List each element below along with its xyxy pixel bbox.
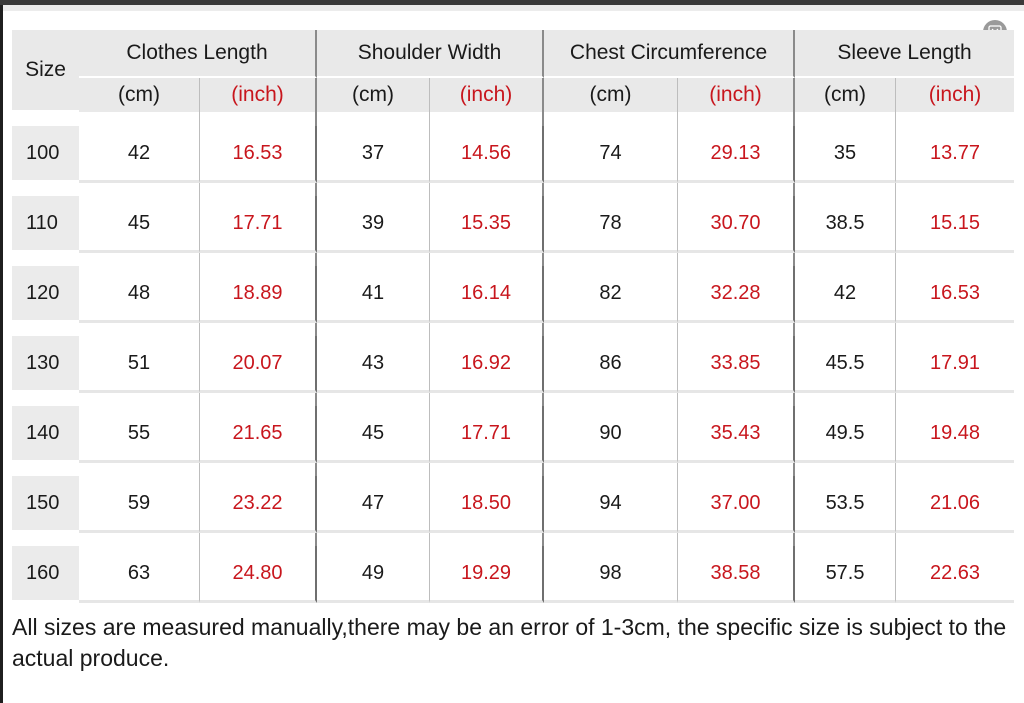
inch-value-cell: 20.07 — [200, 336, 317, 393]
size-cell: 140 — [12, 406, 79, 463]
cm-value-cell: 98 — [544, 546, 679, 603]
cm-value-cell: 42 — [795, 266, 897, 323]
inch-value-cell: 21.06 — [896, 476, 1015, 533]
inch-value-cell: 32.28 — [678, 266, 796, 323]
cm-value-cell: 37 — [317, 126, 430, 183]
cm-value-cell: 41 — [317, 266, 430, 323]
inch-value-cell: 19.29 — [430, 546, 545, 603]
unit-inch-header: (inch) — [200, 78, 317, 112]
row-spacer — [12, 183, 1014, 196]
cm-value-cell: 94 — [544, 476, 679, 533]
row-spacer — [12, 463, 1014, 476]
left-edge — [0, 5, 3, 703]
cm-value-cell: 38.5 — [795, 196, 897, 253]
inch-value-cell: 24.80 — [200, 546, 317, 603]
cm-value-cell: 78 — [544, 196, 679, 253]
inch-value-cell: 17.91 — [896, 336, 1015, 393]
cm-value-cell: 49.5 — [795, 406, 897, 463]
inch-value-cell: 21.65 — [200, 406, 317, 463]
table-row: 100 42 16.53 37 14.56 74 29.13 35 13.77 — [12, 126, 1015, 183]
row-spacer — [12, 323, 1014, 336]
cm-value-cell: 86 — [544, 336, 679, 393]
inch-value-cell: 16.53 — [896, 266, 1015, 323]
size-cell: 150 — [12, 476, 79, 533]
inch-value-cell: 15.15 — [896, 196, 1015, 253]
inch-value-cell: 14.56 — [430, 126, 545, 183]
size-cell: 100 — [12, 126, 79, 183]
cm-value-cell: 59 — [79, 476, 200, 533]
chest-circumference-header: Chest Circumference — [544, 30, 796, 78]
unit-inch-header: (inch) — [678, 78, 796, 112]
inch-value-cell: 17.71 — [430, 406, 545, 463]
inch-value-cell: 15.35 — [430, 196, 545, 253]
cm-value-cell: 45 — [79, 196, 200, 253]
size-chart-table: Size Clothes Length Shoulder Width Chest… — [12, 30, 1015, 603]
size-header: Size — [12, 30, 79, 112]
unit-cm-header: (cm) — [79, 78, 200, 112]
inch-value-cell: 18.89 — [200, 266, 317, 323]
table-row: 160 63 24.80 49 19.29 98 38.58 57.5 22.63 — [12, 546, 1015, 603]
cm-value-cell: 57.5 — [795, 546, 897, 603]
inch-value-cell: 16.92 — [430, 336, 545, 393]
unit-cm-header: (cm) — [544, 78, 679, 112]
unit-inch-header: (inch) — [896, 78, 1015, 112]
cm-value-cell: 48 — [79, 266, 200, 323]
inch-value-cell: 18.50 — [430, 476, 545, 533]
size-cell: 130 — [12, 336, 79, 393]
inch-value-cell: 23.22 — [200, 476, 317, 533]
inch-value-cell: 33.85 — [678, 336, 796, 393]
table-row: 140 55 21.65 45 17.71 90 35.43 49.5 19.48 — [12, 406, 1015, 463]
row-spacer — [12, 393, 1014, 406]
cm-value-cell: 63 — [79, 546, 200, 603]
table-row: 110 45 17.71 39 15.35 78 30.70 38.5 15.15 — [12, 196, 1015, 253]
inch-value-cell: 16.53 — [200, 126, 317, 183]
clothes-length-header: Clothes Length — [79, 30, 317, 78]
inch-value-cell: 13.77 — [896, 126, 1015, 183]
inch-value-cell: 17.71 — [200, 196, 317, 253]
row-spacer — [12, 533, 1014, 546]
inch-value-cell: 29.13 — [678, 126, 796, 183]
top-strip — [0, 5, 1024, 11]
table-row: 150 59 23.22 47 18.50 94 37.00 53.5 21.06 — [12, 476, 1015, 533]
row-spacer — [12, 253, 1014, 266]
cm-value-cell: 45 — [317, 406, 430, 463]
size-cell: 110 — [12, 196, 79, 253]
cm-value-cell: 49 — [317, 546, 430, 603]
inch-value-cell: 16.14 — [430, 266, 545, 323]
unit-inch-header: (inch) — [430, 78, 545, 112]
cm-value-cell: 74 — [544, 126, 679, 183]
table-row: 120 48 18.89 41 16.14 82 32.28 42 16.53 — [12, 266, 1015, 323]
unit-cm-header: (cm) — [317, 78, 430, 112]
cm-value-cell: 43 — [317, 336, 430, 393]
cm-value-cell: 51 — [79, 336, 200, 393]
measurement-note: All sizes are measured manually,there ma… — [12, 614, 1007, 671]
cm-value-cell: 45.5 — [795, 336, 897, 393]
cm-value-cell: 53.5 — [795, 476, 897, 533]
unit-cm-header: (cm) — [795, 78, 897, 112]
cm-value-cell: 82 — [544, 266, 679, 323]
inch-value-cell: 30.70 — [678, 196, 796, 253]
shoulder-width-header: Shoulder Width — [317, 30, 545, 78]
size-cell: 160 — [12, 546, 79, 603]
cm-value-cell: 35 — [795, 126, 897, 183]
cm-value-cell: 55 — [79, 406, 200, 463]
inch-value-cell: 37.00 — [678, 476, 796, 533]
inch-value-cell: 35.43 — [678, 406, 796, 463]
cm-value-cell: 42 — [79, 126, 200, 183]
sleeve-length-header: Sleeve Length — [795, 30, 1015, 78]
window-top-bar — [0, 0, 1024, 5]
inch-value-cell: 19.48 — [896, 406, 1015, 463]
inch-value-cell: 22.63 — [896, 546, 1015, 603]
cm-value-cell: 90 — [544, 406, 679, 463]
cm-value-cell: 47 — [317, 476, 430, 533]
cm-value-cell: 39 — [317, 196, 430, 253]
inch-value-cell: 38.58 — [678, 546, 796, 603]
table-row: 130 51 20.07 43 16.92 86 33.85 45.5 17.91 — [12, 336, 1015, 393]
size-cell: 120 — [12, 266, 79, 323]
